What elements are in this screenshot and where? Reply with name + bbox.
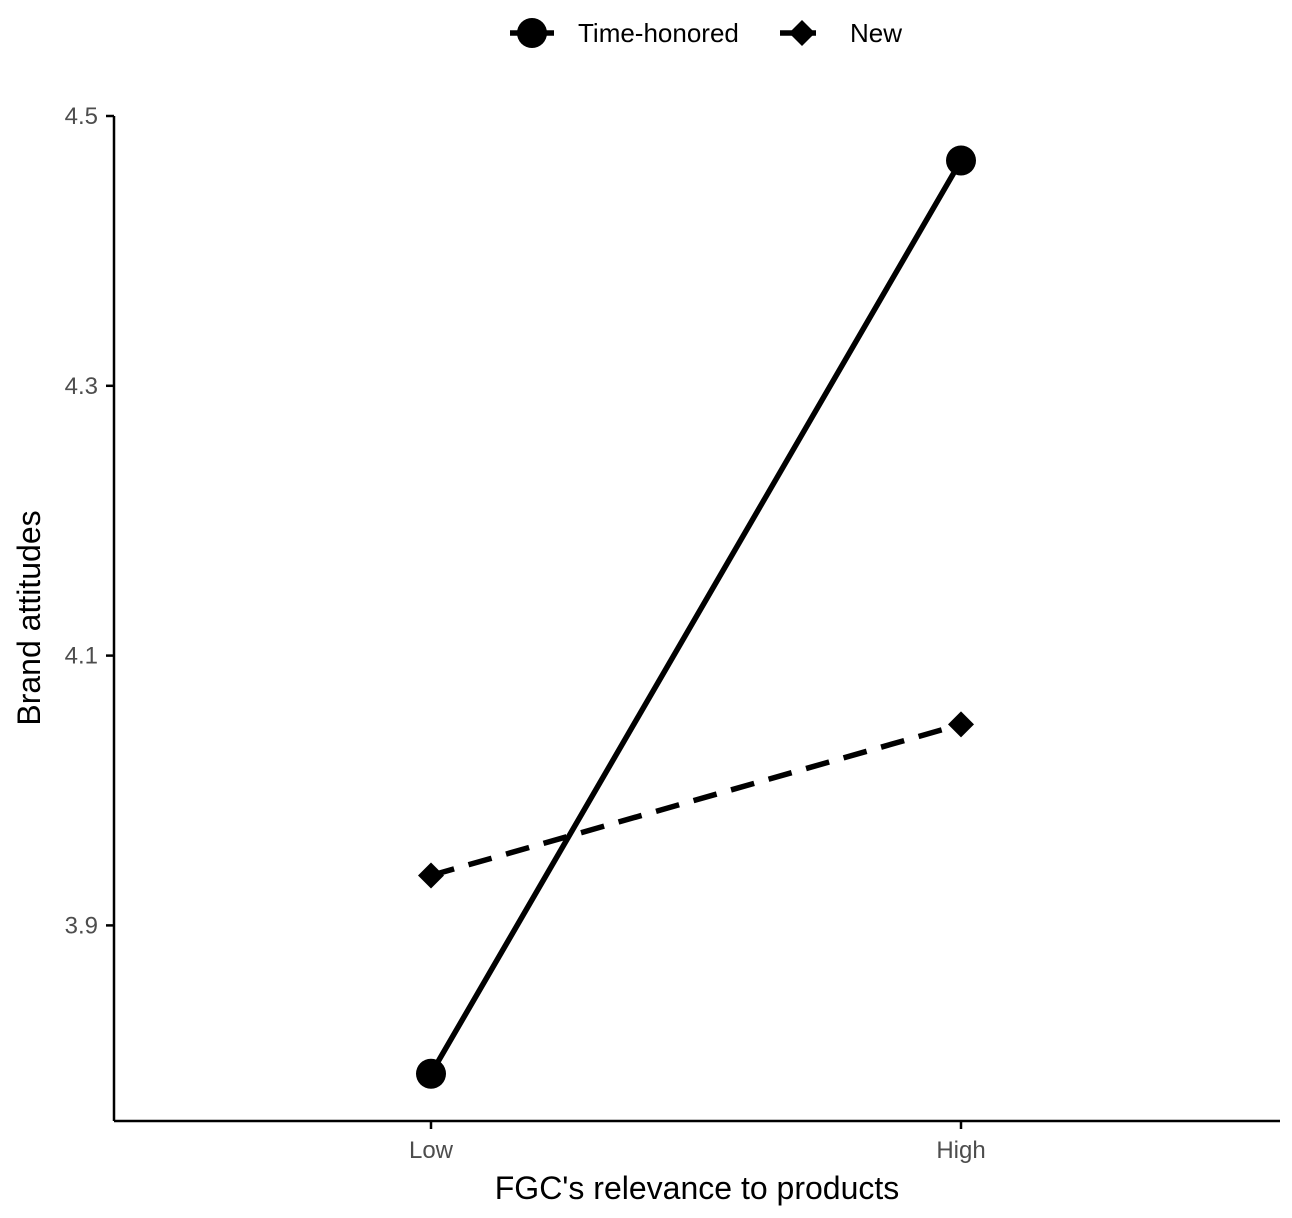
series-layer	[416, 145, 976, 1089]
y-ticks: 3.9 4.1 4.3 4.5	[65, 103, 114, 939]
legend-key-circle-icon	[517, 18, 547, 48]
series-line	[430, 721, 962, 879]
data-point-diamond	[418, 862, 444, 889]
legend-label: Time-honored	[578, 18, 739, 48]
axes: 3.9 4.1 4.3 4.5 Low High Brand attitudes FGC…	[11, 103, 1280, 1206]
x-tick-label: High	[936, 1137, 985, 1164]
legend-item: Time-honored	[510, 18, 739, 48]
y-tick-label: 4.3	[65, 373, 98, 400]
series-new	[418, 711, 974, 889]
data-point-circle	[416, 1058, 446, 1089]
data-point-circle	[946, 145, 976, 176]
series-time-honored	[416, 145, 976, 1089]
y-tick-label: 4.1	[65, 643, 98, 670]
data-point-diamond	[948, 711, 974, 738]
legend-key-diamond-icon	[789, 20, 815, 46]
y-tick-label: 3.9	[65, 912, 98, 939]
x-tick-label: Low	[409, 1137, 454, 1164]
y-axis-title: Brand attitudes	[11, 510, 47, 725]
x-ticks: Low High	[409, 1121, 986, 1164]
x-axis-title: FGC's relevance to products	[495, 1170, 900, 1206]
legend-label: New	[850, 18, 902, 48]
y-tick-label: 4.5	[65, 103, 98, 130]
series-line	[428, 159, 964, 1076]
legend-item: New	[780, 18, 902, 48]
legend: Time-honored New	[510, 18, 902, 48]
